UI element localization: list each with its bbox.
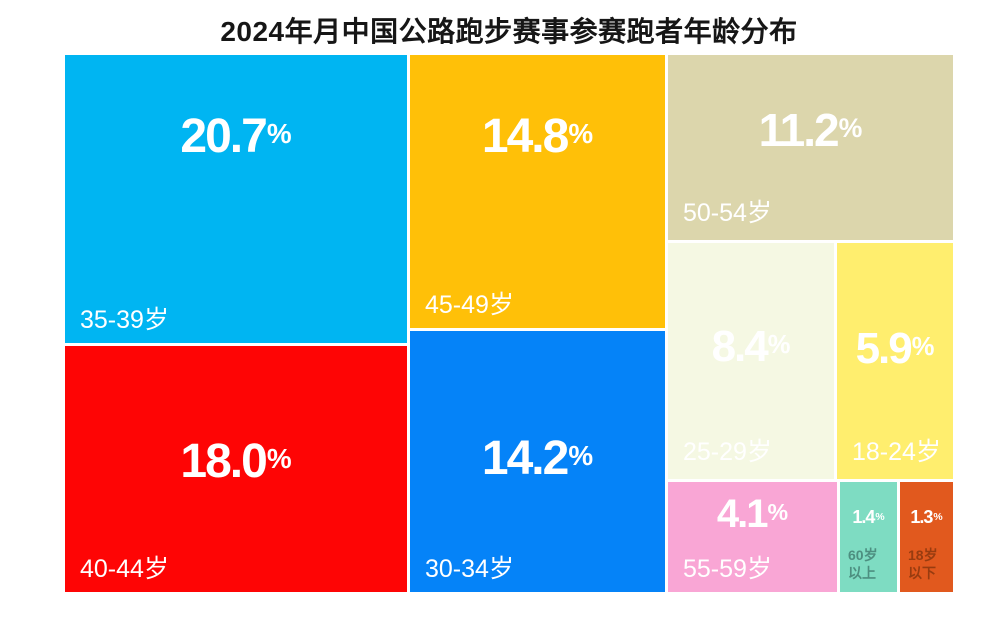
tile-percent-value: 8.4%: [711, 322, 791, 371]
tile-percent-value: 1.3%: [910, 507, 943, 527]
percent-sign: %: [767, 498, 789, 525]
tile-percent-value: 1.4%: [852, 507, 885, 527]
tile-age-label: 18岁以下: [908, 546, 938, 581]
percent-sign: %: [568, 118, 594, 150]
tile-age-label: 30-34岁: [425, 555, 514, 584]
treemap-tile-50-54: 11.2% 50-54岁: [668, 55, 953, 240]
tile-percent-value: 14.8%: [481, 110, 594, 163]
chart-title: 2024年月中国公路跑步赛事参赛跑者年龄分布: [220, 16, 798, 47]
tile-percent-value: 4.1%: [716, 492, 789, 536]
percent-sign: %: [875, 511, 885, 523]
tile-percent-value: 11.2%: [758, 104, 863, 156]
tile-age-label: 45-49岁: [425, 291, 514, 320]
treemap-tile-40-44: 18.0% 40-44岁: [65, 346, 407, 592]
treemap-tile-30-34: 14.2% 30-34岁: [410, 331, 665, 592]
treemap-tile-under-18: 1.3% 18岁以下: [900, 482, 953, 592]
percent-sign: %: [911, 332, 935, 361]
tile-age-label: 60岁以上: [848, 546, 878, 581]
treemap-tile-55-59: 4.1% 55-59岁: [668, 482, 837, 592]
treemap-tile-35-39: 20.7% 35-39岁: [65, 55, 407, 343]
tile-percent-value: 18.0%: [180, 435, 292, 488]
tile-age-label: 18-24岁: [852, 438, 941, 467]
treemap-tile-45-49: 14.8% 45-49岁: [410, 55, 665, 328]
tile-percent-value: 20.7%: [180, 110, 292, 163]
tile-age-label: 35-39岁: [80, 306, 169, 335]
tile-age-label: 50-54岁: [683, 199, 772, 228]
percent-sign: %: [933, 511, 943, 523]
treemap-tile-18-24: 5.9% 18-24岁: [837, 243, 953, 479]
tile-age-label: 40-44岁: [80, 555, 169, 584]
percent-sign: %: [266, 118, 292, 150]
treemap-chart: 20.7% 35-39岁 18.0% 40-44岁 14.8% 45-49岁 1…: [65, 55, 953, 592]
treemap-tile-60-plus: 1.4% 60岁以上: [840, 482, 897, 592]
percent-sign: %: [838, 113, 863, 144]
tile-percent-value: 5.9%: [855, 324, 935, 373]
treemap-tile-25-29: 8.4% 25-29岁: [668, 243, 834, 479]
tile-age-label: 55-59岁: [683, 555, 772, 584]
tile-percent-value: 14.2%: [481, 432, 594, 485]
percent-sign: %: [767, 330, 791, 359]
percent-sign: %: [568, 440, 594, 472]
percent-sign: %: [266, 443, 292, 475]
tile-age-label: 25-29岁: [683, 438, 772, 467]
